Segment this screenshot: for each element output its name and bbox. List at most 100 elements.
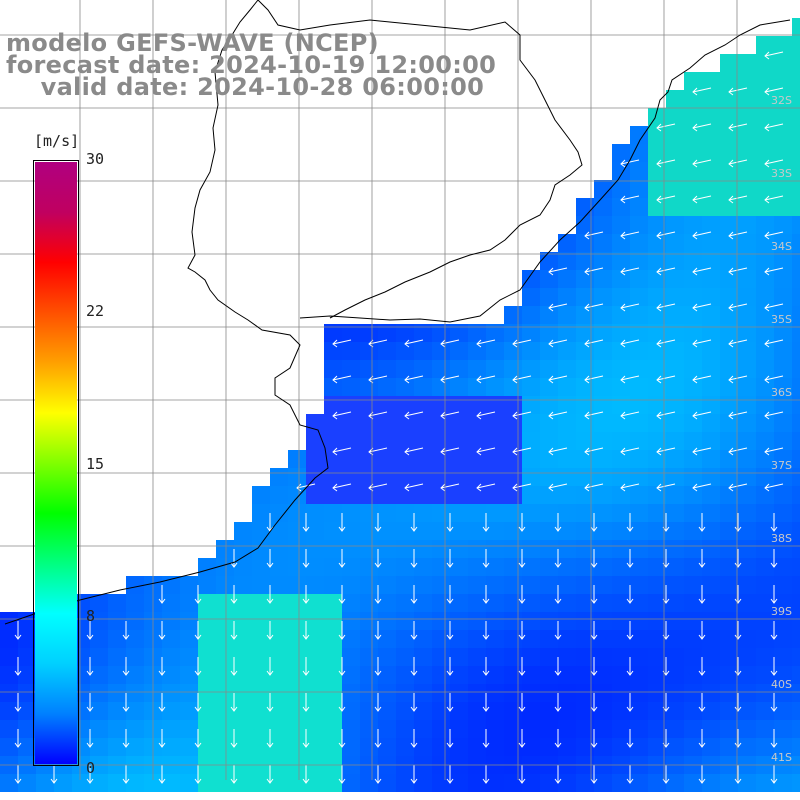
river-border: [257, 0, 583, 319]
wind-cell: [540, 450, 558, 468]
wind-cell: [450, 612, 468, 630]
wind-cell: [54, 774, 72, 792]
wind-cell: [90, 774, 108, 792]
wind-cell: [432, 324, 450, 342]
wind-arrow: [512, 483, 532, 492]
wind-cell: [486, 612, 504, 630]
wind-cell: [468, 558, 486, 576]
wind-cell: [486, 396, 504, 414]
wind-cell: [468, 378, 486, 396]
wind-cell: [396, 396, 414, 414]
wind-cell: [792, 504, 800, 522]
wind-cell: [792, 108, 800, 126]
wind-arrow: [338, 657, 346, 676]
wind-cell: [630, 432, 648, 450]
wind-cell: [720, 306, 738, 324]
wind-arrow: [302, 729, 310, 748]
wind-cell: [792, 342, 800, 360]
wind-cell: [792, 36, 800, 54]
wind-cell: [396, 684, 414, 702]
wind-cell: [360, 576, 378, 594]
wind-cell: [720, 774, 738, 792]
wind-cell: [90, 594, 108, 612]
wind-cell: [216, 720, 234, 738]
wind-arrow: [548, 375, 568, 384]
wind-cell: [216, 738, 234, 756]
wind-cell: [342, 396, 360, 414]
wind-cell: [612, 414, 630, 432]
wind-cell: [360, 738, 378, 756]
wind-cell: [360, 504, 378, 522]
wind-cell: [702, 360, 720, 378]
wind-cell: [792, 180, 800, 198]
wind-cell: [720, 72, 738, 90]
wind-cell: [648, 324, 666, 342]
wind-cell: [684, 630, 702, 648]
wind-cell: [270, 702, 288, 720]
wind-cell: [666, 594, 684, 612]
wind-cell: [378, 486, 396, 504]
wind-arrow: [482, 549, 490, 568]
wind-cell: [702, 594, 720, 612]
wind-cell: [648, 666, 666, 684]
wind-cell: [432, 522, 450, 540]
wind-cell: [720, 522, 738, 540]
wind-cell: [756, 108, 774, 126]
wind-arrow: [302, 693, 310, 712]
wind-arrow: [728, 483, 748, 492]
wind-cell: [558, 288, 576, 306]
wind-cell: [468, 630, 486, 648]
wind-cell: [702, 198, 720, 216]
wind-cell: [630, 288, 648, 306]
wind-arrow: [728, 447, 748, 456]
wind-cell: [756, 234, 774, 252]
wind-arrow: [692, 123, 712, 132]
wind-arrow: [404, 411, 424, 420]
wind-arrow: [584, 411, 604, 420]
wind-cell: [180, 612, 198, 630]
wind-cell: [108, 594, 126, 612]
wind-cell: [396, 378, 414, 396]
wind-cell: [756, 504, 774, 522]
wind-cell: [126, 630, 144, 648]
wind-cell: [720, 54, 738, 72]
wind-cell: [576, 360, 594, 378]
wind-cell: [558, 342, 576, 360]
wind-cell: [162, 612, 180, 630]
latitude-label: 38S: [771, 532, 792, 545]
wind-cell: [0, 612, 18, 630]
wind-arrow: [14, 729, 22, 748]
wind-cell: [288, 486, 306, 504]
wind-cell: [612, 270, 630, 288]
wind-cell: [504, 630, 522, 648]
wind-cell: [684, 432, 702, 450]
wind-cell: [684, 558, 702, 576]
wind-cell: [720, 432, 738, 450]
wind-arrow: [728, 339, 748, 348]
wind-cell: [558, 504, 576, 522]
colorbar-tick-0: 0: [86, 759, 96, 777]
wind-arrow: [626, 765, 634, 784]
wind-arrow: [332, 483, 352, 492]
wind-arrow: [446, 621, 454, 640]
wind-cell: [18, 630, 36, 648]
wind-cell: [504, 414, 522, 432]
wind-arrow: [338, 765, 346, 784]
wind-cell: [342, 486, 360, 504]
wind-cell: [684, 252, 702, 270]
wind-cell: [432, 558, 450, 576]
wind-cell: [792, 486, 800, 504]
wind-cell: [756, 486, 774, 504]
wind-cell: [162, 738, 180, 756]
wind-cell: [522, 486, 540, 504]
wind-cell: [612, 180, 630, 198]
wind-arrow: [404, 375, 424, 384]
wind-arrow: [728, 231, 748, 240]
wind-cell: [648, 450, 666, 468]
wind-cell: [792, 702, 800, 720]
wind-cell: [36, 774, 54, 792]
wind-cell: [270, 612, 288, 630]
wind-cell: [594, 738, 612, 756]
wind-cell: [792, 594, 800, 612]
wind-cell: [432, 432, 450, 450]
